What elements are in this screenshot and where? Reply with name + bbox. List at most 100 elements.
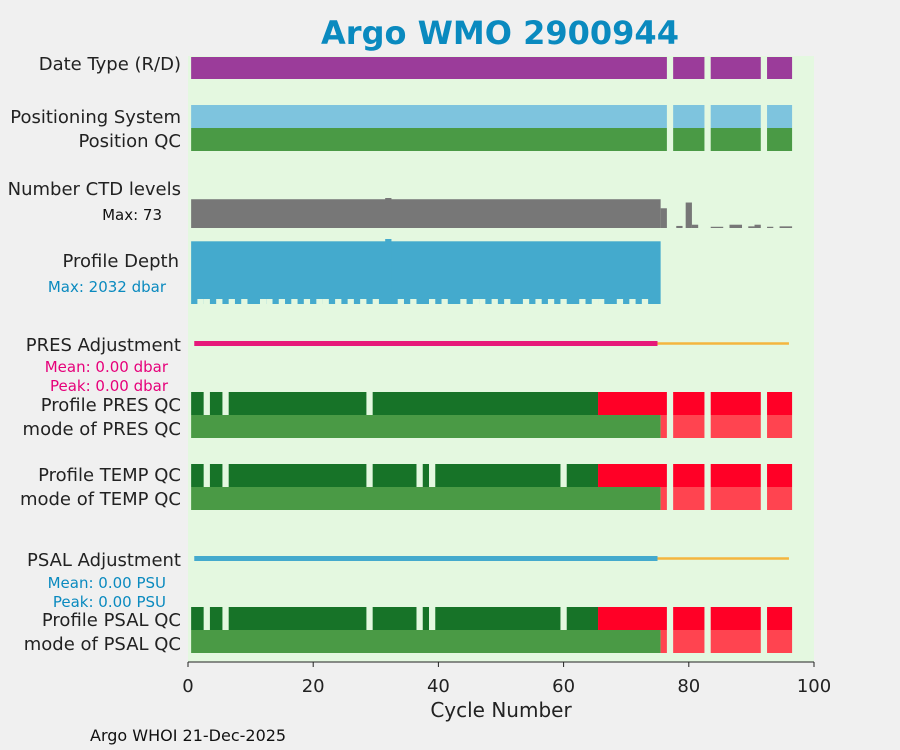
- psal-mode-bad-bar: [710, 630, 761, 653]
- psal-mode-good-bar: [191, 630, 661, 653]
- temp-qc-good-bar: [566, 464, 599, 487]
- psal-qc-good-bar: [422, 607, 430, 630]
- profile-depth-gap: [410, 299, 417, 304]
- ctd-level-bar: [191, 199, 661, 228]
- date-type-bar: [710, 57, 761, 79]
- ctd-level-bar: [691, 224, 699, 228]
- x-tick-label: 0: [182, 676, 193, 697]
- profile-depth-gap: [591, 299, 599, 304]
- ctd-max-label: Max: 73: [102, 206, 162, 224]
- pres-qc-good-bar: [209, 392, 223, 415]
- temp-qc-good-bar: [191, 464, 204, 487]
- row-label-positioning-system: Positioning System: [10, 107, 181, 128]
- depth-max-label: Max: 2032 dbar: [48, 278, 167, 296]
- temp-qc-good-bar: [209, 464, 223, 487]
- pres-peak-label: Peak: 0.00 dbar: [50, 377, 169, 395]
- temp-qc-bad-bar: [710, 464, 761, 487]
- row-label-mode-temp-qc: mode of TEMP QC: [20, 489, 181, 510]
- positioning-system-bar: [673, 105, 705, 128]
- psal-qc-bad-bar: [598, 607, 667, 630]
- positioning-system-bar: [710, 105, 761, 128]
- date-type-bar: [767, 57, 793, 79]
- pres-qc-good-bar: [228, 392, 367, 415]
- profile-depth-gap: [598, 299, 605, 304]
- chart-marks: [191, 57, 793, 653]
- temp-mode-bad-bar: [710, 487, 761, 510]
- ctd-level-bar: [385, 198, 392, 228]
- profile-depth-gap: [197, 299, 204, 304]
- temp-qc-good-bar: [372, 464, 417, 487]
- pres-qc-bad-bar: [710, 392, 761, 415]
- positioning-system-bar: [767, 105, 793, 128]
- pres-qc-bad-bar: [598, 392, 667, 415]
- pres-mode-bad-bar: [673, 415, 705, 438]
- profile-depth-gap: [579, 299, 586, 304]
- row-label-psal-adjustment: PSAL Adjustment: [27, 550, 181, 571]
- profile-depth-gap: [547, 299, 555, 304]
- pres-mode-bad-bar: [710, 415, 761, 438]
- temp-qc-bad-bar: [598, 464, 667, 487]
- ctd-level-bar: [685, 202, 692, 228]
- profile-depth-gap: [641, 299, 649, 304]
- profile-depth-gap: [504, 299, 511, 304]
- pres-mean-label: Mean: 0.00 dbar: [45, 358, 169, 376]
- x-tick-label: 40: [427, 676, 450, 697]
- ctd-level-bar: [660, 208, 667, 228]
- temp-qc-good-bar: [435, 464, 561, 487]
- profile-depth-gap: [266, 299, 273, 304]
- pres-qc-bad-bar: [673, 392, 705, 415]
- profile-depth-gap: [616, 299, 624, 304]
- profile-depth-gap: [479, 299, 486, 304]
- position-qc-bar: [767, 128, 793, 151]
- profile-depth-gap: [522, 299, 530, 304]
- profile-depth-gap: [291, 299, 298, 304]
- psal-mode-bad-bar: [660, 630, 667, 653]
- footer-credit: Argo WHOI 21-Dec-2025: [90, 726, 286, 745]
- temp-mode-bad-bar: [767, 487, 793, 510]
- profile-depth-gap: [372, 299, 379, 304]
- ctd-level-bar: [729, 224, 743, 228]
- psal-qc-good-bar: [209, 607, 223, 630]
- row-label-mode-pres-qc: mode of PRES QC: [23, 419, 181, 440]
- position-qc-bar: [673, 128, 705, 151]
- positioning-system-bar: [191, 105, 667, 128]
- x-tick-label: 80: [677, 676, 700, 697]
- chart-title: Argo WMO 2900944: [321, 14, 679, 52]
- psal-mean-label: Mean: 0.00 PSU: [48, 574, 166, 592]
- profile-depth-gap: [491, 299, 498, 304]
- row-label-profile-temp-qc: Profile TEMP QC: [38, 465, 181, 486]
- profile-depth-bar: [385, 239, 392, 304]
- x-tick-label: 20: [302, 676, 325, 697]
- row-label-profile-pres-qc: Profile PRES QC: [41, 395, 181, 416]
- psal-qc-good-bar: [191, 607, 204, 630]
- date-type-bar: [191, 57, 667, 79]
- ctd-level-bar: [748, 226, 755, 228]
- profile-depth-gap: [472, 299, 480, 304]
- row-label-mode-psal-qc: mode of PSAL QC: [24, 634, 181, 655]
- date-type-bar: [673, 57, 705, 79]
- position-qc-bar: [191, 128, 667, 151]
- profile-depth-gap: [316, 299, 323, 304]
- x-axis-ticks: 0 20 40 60 80 100: [182, 662, 831, 697]
- psal-qc-bad-bar: [767, 607, 793, 630]
- profile-depth-gap: [259, 299, 267, 304]
- ctd-level-bar: [710, 226, 724, 228]
- pres-mode-good-bar: [191, 415, 661, 438]
- pres-mode-bad-bar: [767, 415, 793, 438]
- row-label-profile-depth: Profile Depth: [62, 251, 179, 272]
- profile-depth-gap: [216, 299, 223, 304]
- temp-mode-bad-bar: [660, 487, 667, 510]
- profile-depth-gap: [429, 299, 436, 304]
- profile-depth-bar: [191, 241, 661, 304]
- pres-qc-good-bar: [372, 392, 599, 415]
- profile-depth-gap: [335, 299, 342, 304]
- profile-depth-gap: [228, 299, 235, 304]
- row-label-position-qc: Position QC: [78, 131, 181, 152]
- pres-qc-bad-bar: [767, 392, 793, 415]
- profile-depth-gap: [241, 299, 248, 304]
- psal-mode-bad-bar: [767, 630, 793, 653]
- profile-depth-gap: [629, 299, 636, 304]
- psal-qc-good-bar: [228, 607, 367, 630]
- temp-qc-good-bar: [228, 464, 367, 487]
